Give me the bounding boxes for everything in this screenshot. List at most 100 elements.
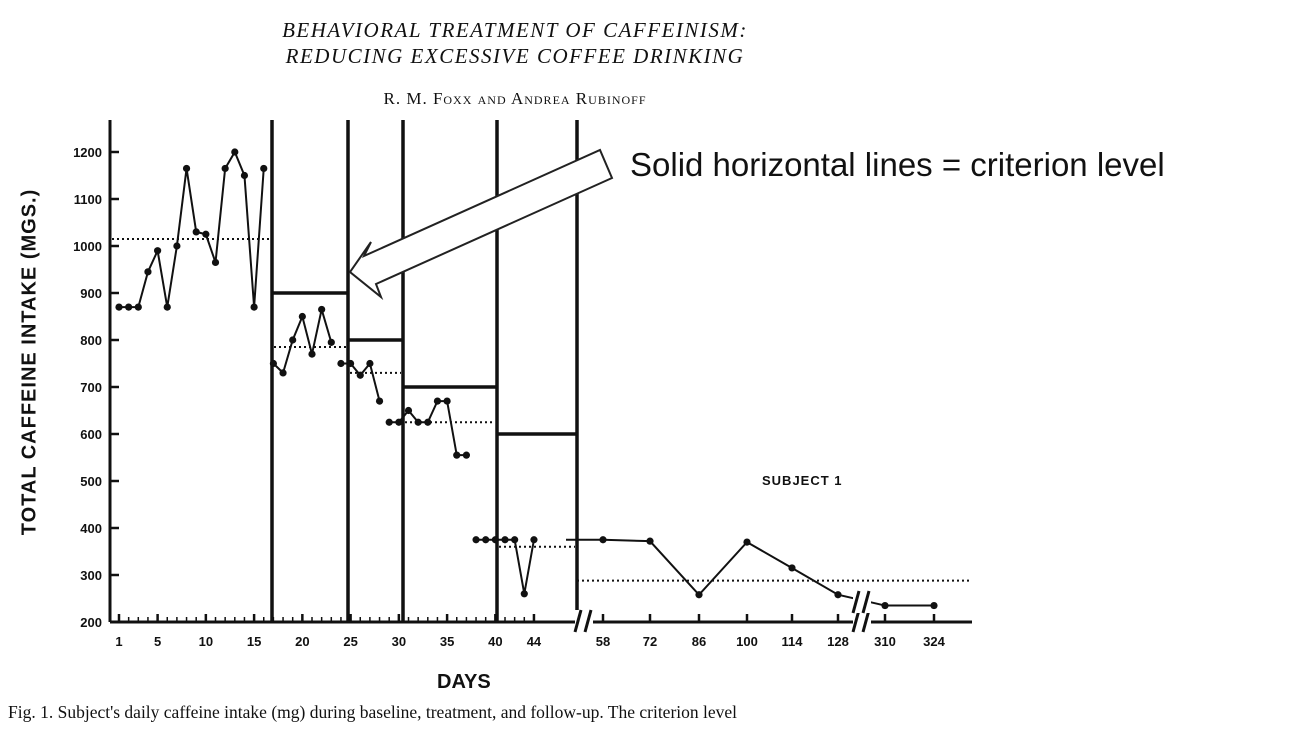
y-tick-label: 600	[80, 427, 102, 442]
x-axis-break-stroke	[573, 609, 583, 633]
x-axis-break-stroke	[583, 609, 593, 633]
data-point	[289, 336, 297, 344]
data-point	[125, 303, 133, 311]
data-point	[231, 148, 239, 156]
data-point	[347, 359, 355, 368]
y-tick-label: 400	[80, 521, 102, 536]
y-tick-label: 700	[80, 380, 102, 395]
x-axis-label: DAYS	[437, 671, 491, 693]
article-authors: R. M. Foxx and Andrea Rubinoff	[383, 89, 647, 108]
criterion-annotation: Solid horizontal lines = criterion level	[630, 146, 1165, 183]
x-tick-label: 310	[874, 634, 896, 649]
data-point	[269, 359, 277, 368]
y-tick-label: 1000	[73, 239, 102, 254]
data-point	[279, 369, 287, 377]
data-point	[182, 164, 191, 173]
y-axis-label: TOTAL CAFFEINE INTAKE (MGS.)	[18, 188, 41, 536]
y-tick-label: 200	[80, 615, 102, 630]
data-point	[356, 371, 364, 379]
subject-label: SUBJECT 1	[762, 473, 843, 488]
x-tick-label: 44	[527, 634, 542, 649]
data-point	[433, 397, 442, 405]
data-point	[134, 303, 142, 311]
data-point	[385, 418, 393, 426]
x-tick-label: 15	[247, 634, 261, 649]
data-point	[443, 397, 451, 405]
x-tick-label: 72	[643, 634, 657, 649]
y-tick-label: 500	[80, 474, 102, 489]
x-tick-label: 30	[392, 634, 406, 649]
x-tick-label: 35	[440, 634, 454, 649]
data-point	[695, 591, 703, 599]
data-point	[834, 591, 842, 599]
data-point	[144, 268, 152, 276]
data-point	[337, 359, 345, 368]
data-point	[599, 536, 607, 544]
phase-data-line	[476, 538, 535, 594]
y-tick-label: 1200	[73, 145, 102, 160]
data-point	[788, 564, 796, 572]
data-line-break-stroke	[851, 590, 861, 614]
x-tick-label: 1	[115, 634, 122, 649]
data-point	[414, 418, 422, 426]
data-point	[530, 536, 538, 544]
x-tick-label: 25	[343, 634, 357, 649]
article-title-line-1: BEHAVIORAL TREATMENT OF CAFFEINISM:	[282, 18, 748, 42]
data-point	[520, 590, 528, 598]
data-point	[327, 338, 335, 346]
data-point	[154, 247, 162, 255]
article-title-line-2: REDUCING EXCESSIVE COFFEE DRINKING	[285, 44, 745, 68]
data-point	[375, 397, 384, 405]
x-tick-label: 58	[596, 634, 610, 649]
data-point	[453, 451, 461, 459]
x-tick-label: 40	[488, 634, 502, 649]
data-point	[482, 536, 490, 544]
x-tick-label: 324	[923, 634, 945, 649]
data-point	[115, 303, 123, 311]
data-point	[395, 418, 403, 426]
x-tick-label: 5	[154, 634, 161, 649]
x-tick-label: 114	[782, 634, 804, 649]
x-tick-label: 128	[827, 634, 849, 649]
x-axis-break-stroke	[861, 609, 871, 633]
data-point	[260, 164, 268, 173]
data-point	[404, 406, 413, 415]
data-point	[366, 359, 374, 368]
x-tick-label: 86	[692, 634, 706, 649]
data-point	[424, 418, 432, 426]
data-point	[881, 601, 889, 610]
data-point	[240, 171, 249, 180]
annotation-arrow	[348, 148, 614, 301]
data-point	[308, 350, 316, 358]
data-point	[491, 536, 499, 544]
data-point	[462, 451, 470, 459]
data-line-break-stroke	[861, 590, 871, 614]
data-point	[318, 305, 326, 314]
y-tick-label: 900	[80, 286, 102, 301]
data-point	[163, 303, 171, 311]
x-tick-label: 20	[295, 634, 309, 649]
data-point	[211, 258, 220, 267]
figure-caption: Fig. 1. Subject's daily caffeine intake …	[8, 702, 738, 722]
data-point	[930, 601, 938, 610]
data-point	[501, 536, 509, 544]
data-point	[250, 303, 258, 311]
data-point	[298, 312, 306, 321]
data-point	[221, 164, 229, 173]
x-tick-label: 100	[736, 634, 758, 649]
data-point	[743, 538, 751, 546]
phase-data-line	[389, 400, 467, 457]
y-tick-label: 800	[80, 333, 102, 348]
y-tick-label: 1100	[74, 192, 102, 207]
followup-data-line	[566, 538, 934, 607]
y-tick-label: 300	[80, 568, 102, 583]
data-point	[646, 537, 654, 545]
data-point	[173, 242, 181, 250]
phase-data-line	[119, 149, 265, 309]
data-point	[472, 536, 480, 544]
data-point	[511, 536, 519, 544]
x-axis-break-stroke	[851, 609, 861, 633]
data-point	[202, 230, 210, 238]
data-point	[192, 228, 200, 236]
